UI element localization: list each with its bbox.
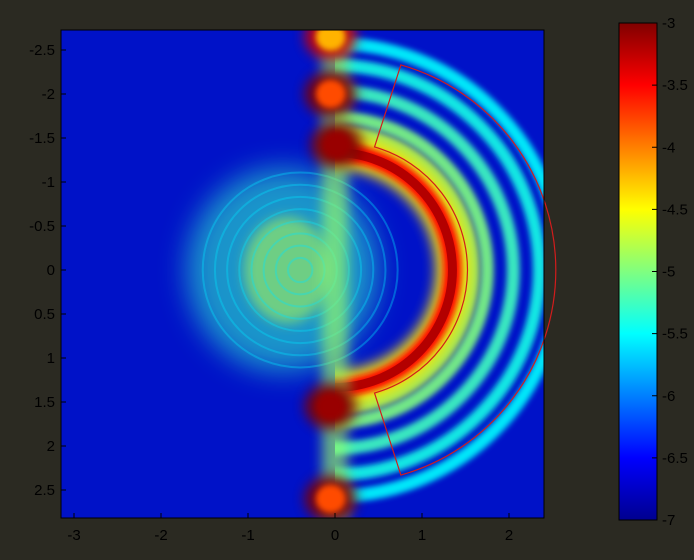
colorbar-tick-label: -5 — [662, 264, 675, 281]
y-tick-label: 0 — [47, 262, 55, 279]
x-tick-label: -1 — [241, 527, 254, 544]
center-ring — [250, 220, 350, 320]
center-ring — [287, 256, 314, 284]
y-tick-label: 2.5 — [34, 482, 55, 499]
y-tick-label: -1.5 — [29, 130, 55, 147]
heatmap-field — [187, 30, 544, 518]
center-ring — [238, 208, 363, 332]
mid-band — [335, 125, 480, 415]
colorbar-tick-label: -5.5 — [662, 326, 688, 343]
y-tick-label: -2.5 — [29, 42, 55, 59]
y-tick-label: -1 — [42, 174, 55, 191]
colorbar-ticks: -3 -3.5 -4 -4.5 -5 -5.5 -6 -6.5 -7 — [652, 15, 688, 529]
center-ring — [213, 183, 387, 357]
y-tick-label: -0.5 — [29, 218, 55, 235]
y-tick-label: -2 — [42, 86, 55, 103]
colorbar-tick-label: -4.5 — [662, 201, 688, 218]
colorbar-tick-label: -3 — [662, 15, 675, 32]
inner-arc-core — [335, 148, 457, 392]
hot-lobe — [315, 30, 346, 51]
hot-lobe — [321, 130, 352, 160]
fringe-ring — [335, 85, 520, 455]
outer-fringes — [335, 37, 544, 503]
hot-lobe — [315, 392, 346, 421]
colorbar: -3 -3.5 -4 -4.5 -5 -5.5 -6 -6.5 -7 — [618, 15, 688, 529]
x-tick-label: -3 — [67, 527, 80, 544]
colorbar-tick-label: -4 — [662, 139, 675, 156]
center-glow-core — [244, 216, 331, 324]
hot-lobe — [315, 484, 346, 513]
hot-lobe — [315, 79, 346, 109]
heatmap-plot: -3 -2 -1 0 1 2 -2.5 -2 -1.5 -1 -0.5 0 0.5 1 1.5 2 2.5 — [29, 29, 557, 544]
center-ring — [201, 171, 399, 369]
y-tick-label: 1.5 — [34, 394, 55, 411]
y-tick-label: 1 — [47, 350, 55, 367]
colorbar-tick-label: -7 — [662, 512, 675, 529]
x-tick-label: 1 — [418, 527, 426, 544]
fringe-ring — [335, 59, 544, 481]
annotation-region-outline — [373, 64, 557, 476]
x-tick-label: 2 — [505, 527, 513, 544]
x-tick-label: 0 — [331, 527, 339, 544]
colorbar-gradient — [618, 22, 658, 521]
y-axis: -2.5 -2 -1.5 -1 -0.5 0 0.5 1 1.5 2 2.5 — [29, 42, 66, 499]
center-ring — [226, 195, 375, 345]
plot-frame — [60, 29, 545, 519]
colorbar-tick-label: -3.5 — [662, 77, 688, 94]
x-tick-label: -2 — [154, 527, 167, 544]
y-tick-label: 2 — [47, 438, 55, 455]
x-axis: -3 -2 -1 0 1 2 — [67, 513, 513, 544]
colorbar-tick-label: -6.5 — [662, 450, 688, 467]
fringe-ring — [335, 111, 494, 429]
y-tick-label: 0.5 — [34, 306, 55, 323]
colorbar-tick-label: -6 — [662, 388, 675, 405]
